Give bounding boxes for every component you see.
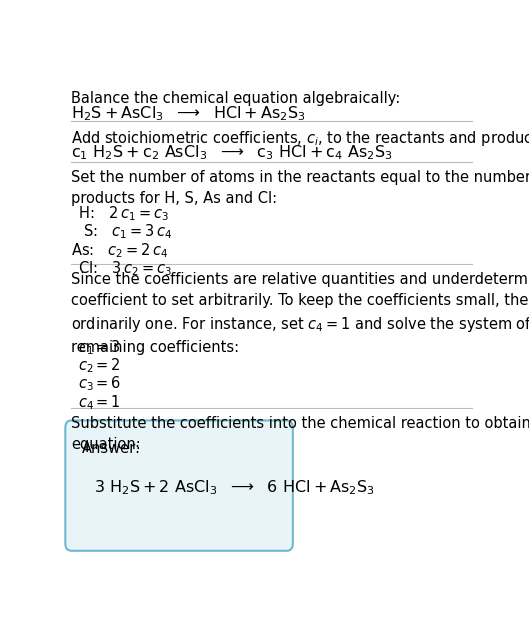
Text: Cl:   $3\,c_2 = c_3$: Cl: $3\,c_2 = c_3$ (74, 259, 172, 278)
Text: $c_2 = 2$: $c_2 = 2$ (78, 356, 121, 375)
Text: $c_1 = 3$: $c_1 = 3$ (78, 338, 121, 357)
Text: Add stoichiometric coefficients, $c_i$, to the reactants and products:: Add stoichiometric coefficients, $c_i$, … (71, 129, 529, 149)
FancyBboxPatch shape (65, 421, 293, 551)
Text: H:   $2\,c_1 = c_3$: H: $2\,c_1 = c_3$ (74, 204, 169, 223)
Text: $\mathregular{H_2S + AsCl_3\ \ \longrightarrow\ \ HCl + As_2S_3}$: $\mathregular{H_2S + AsCl_3\ \ \longrigh… (71, 104, 306, 123)
Text: As:   $c_2 = 2\,c_4$: As: $c_2 = 2\,c_4$ (71, 241, 169, 260)
Text: Since the coefficients are relative quantities and underdetermined, choose a
coe: Since the coefficients are relative quan… (71, 272, 529, 356)
Text: Balance the chemical equation algebraically:: Balance the chemical equation algebraica… (71, 91, 400, 106)
Text: S:   $c_1 = 3\,c_4$: S: $c_1 = 3\,c_4$ (74, 223, 172, 241)
Text: Substitute the coefficients into the chemical reaction to obtain the balanced
eq: Substitute the coefficients into the che… (71, 416, 529, 452)
Text: $c_3 = 6$: $c_3 = 6$ (78, 374, 122, 393)
Text: $c_4 = 1$: $c_4 = 1$ (78, 393, 121, 411)
Text: Set the number of atoms in the reactants equal to the number of atoms in the
pro: Set the number of atoms in the reactants… (71, 171, 529, 206)
Text: $\mathregular{3\ H_2S + 2\ AsCl_3\ \ \longrightarrow\ \ 6\ HCl + As_2S_3}$: $\mathregular{3\ H_2S + 2\ AsCl_3\ \ \lo… (94, 478, 375, 497)
Text: $\mathregular{c_1\ H_2S + c_2\ AsCl_3\ \ \longrightarrow\ \ c_3\ HCl + c_4\ As_2: $\mathregular{c_1\ H_2S + c_2\ AsCl_3\ \… (71, 144, 393, 162)
Text: Answer:: Answer: (81, 441, 141, 456)
